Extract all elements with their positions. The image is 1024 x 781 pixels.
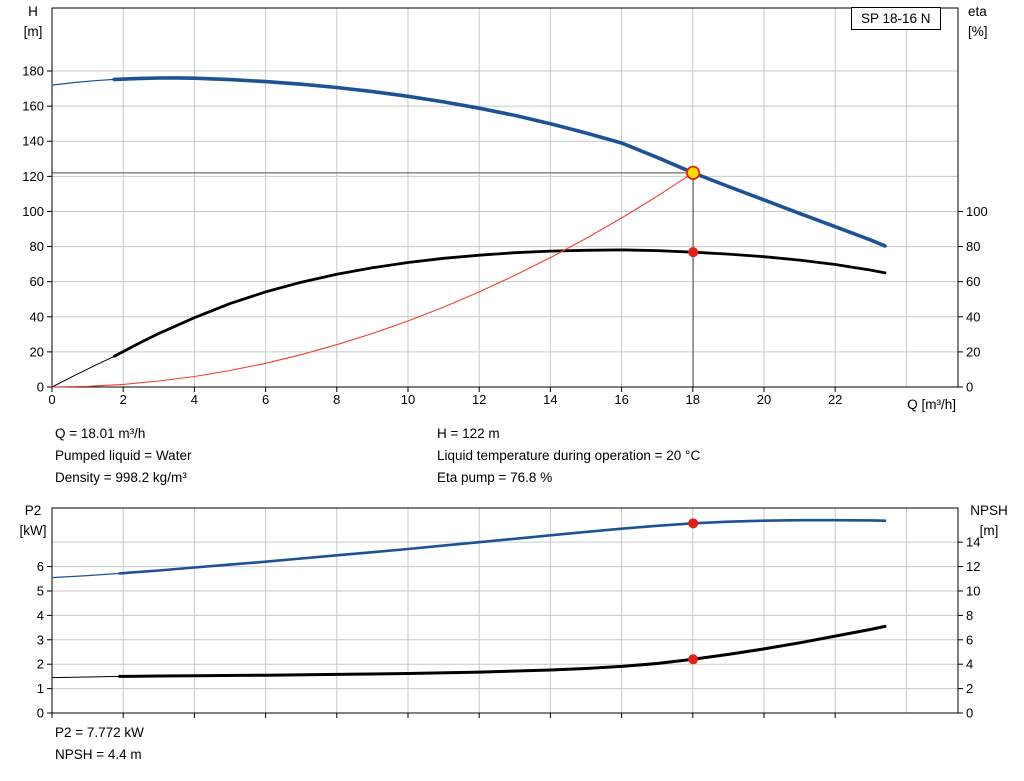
x-tick-label: 10: [401, 392, 415, 407]
left-tick-label: 0: [37, 380, 44, 395]
head-axis-title: H [m]: [10, 2, 56, 42]
p2-annotation: P2 = 7.772 kW: [55, 725, 144, 740]
right-tick-label: 80: [966, 239, 980, 254]
head-curve: [112, 76, 887, 248]
plot-frame: [51, 507, 959, 714]
left-tick-label: 2: [37, 657, 44, 672]
npsh-axis-unit: [m]: [979, 523, 999, 538]
system-curve: [51, 172, 694, 388]
npsh-axis-symbol: NPSH: [970, 503, 1008, 518]
chart-qh-eta: 0 20 40 60 80 100 120 140 160 180 0 20 40 60 80 100 0 2 4 6…: [22, 7, 988, 407]
eta-curve-lead: [51, 355, 115, 388]
left-tick-label: 3: [37, 632, 44, 647]
x-tick-label: 14: [543, 392, 557, 407]
p2-axis-symbol: P2: [24, 503, 42, 518]
right-tick-label: 100: [966, 204, 988, 219]
left-tick-label: 0: [37, 706, 44, 721]
right-tick-label: 4: [966, 657, 973, 672]
head-annotation: H = 122 m: [437, 426, 500, 441]
right-tick-label: 8: [966, 608, 973, 623]
head-curve-lead: [51, 78, 115, 86]
npsh-point-marker: [688, 654, 699, 665]
left-tick-label: 5: [37, 583, 44, 598]
npsh-axis-title: NPSH [m]: [958, 501, 1020, 541]
left-tick-label: 120: [22, 169, 44, 184]
right-tick-label: 10: [966, 583, 980, 598]
eta-axis-symbol: eta: [968, 4, 987, 19]
x-tick-label: 4: [191, 392, 198, 407]
eta-annotation: Eta pump = 76.8 %: [437, 470, 553, 485]
eta-curve: [112, 248, 887, 358]
power-annotations: P2 = 7.772 kW NPSH = 4.4 m: [55, 722, 144, 766]
x-tick-label: 2: [120, 392, 127, 407]
right-tick-label: 20: [966, 344, 980, 359]
eta-axis-title: eta [%]: [968, 2, 1018, 42]
density-annotation: Density = 998.2 kg/m³: [55, 470, 187, 485]
right-tick-label: 0: [966, 706, 973, 721]
eta-axis-unit: [%]: [968, 24, 988, 39]
flow-axis-title: Q [m³/h]: [907, 397, 956, 412]
p2-axis-unit: [kW]: [19, 523, 47, 538]
duty-point-marker: [686, 165, 701, 180]
left-tick-label: 140: [22, 134, 44, 149]
p2-point-marker: [688, 518, 699, 529]
liquid-annotation: Pumped liquid = Water: [55, 448, 192, 463]
head-axis-symbol: H: [28, 4, 38, 19]
left-tick-label: 160: [22, 99, 44, 114]
eta-point-marker: [688, 247, 699, 258]
left-tick-label: 1: [37, 681, 44, 696]
plot-frame: [51, 7, 959, 388]
x-tick-label: 16: [614, 392, 628, 407]
duty-annotations-right: H = 122 m Liquid temperature during oper…: [437, 423, 700, 489]
duty-annotations-left: Q = 18.01 m³/h Pumped liquid = Water Den…: [55, 423, 191, 489]
npsh-annotation: NPSH = 4.4 m: [55, 747, 142, 762]
x-tick-label: 18: [686, 392, 700, 407]
left-tick-label: 4: [37, 608, 44, 623]
x-tick-label: 20: [757, 392, 771, 407]
right-tick-label: 12: [966, 559, 980, 574]
pump-type-box: SP 18-16 N: [851, 7, 941, 30]
right-tick-label: 40: [966, 309, 980, 324]
p2-curve-lead: [51, 572, 121, 579]
npsh-curve: [118, 624, 887, 678]
left-tick-label: 100: [22, 204, 44, 219]
flow-annotation: Q = 18.01 m³/h: [55, 426, 146, 441]
left-tick-label: 80: [30, 239, 44, 254]
x-tick-label: 8: [333, 392, 340, 407]
left-tick-label: 180: [22, 64, 44, 79]
left-tick-label: 40: [30, 309, 44, 324]
right-tick-label: 14: [966, 535, 980, 550]
right-tick-label: 60: [966, 274, 980, 289]
left-tick-label: 20: [30, 344, 44, 359]
right-tick-label: 6: [966, 632, 973, 647]
x-tick-label: 12: [472, 392, 486, 407]
temperature-annotation: Liquid temperature during operation = 20…: [437, 448, 701, 463]
x-tick-label: 0: [48, 392, 55, 407]
left-tick-label: 60: [30, 274, 44, 289]
x-tick-label: 6: [262, 392, 269, 407]
right-tick-label: 0: [966, 380, 973, 395]
head-axis-unit: [m]: [23, 24, 43, 39]
right-tick-label: 2: [966, 681, 973, 696]
npsh-curve-lead: [51, 675, 121, 679]
p2-axis-title: P2 [kW]: [8, 501, 58, 541]
p2-curve: [118, 518, 887, 575]
left-tick-label: 6: [37, 559, 44, 574]
x-tick-label: 22: [828, 392, 842, 407]
